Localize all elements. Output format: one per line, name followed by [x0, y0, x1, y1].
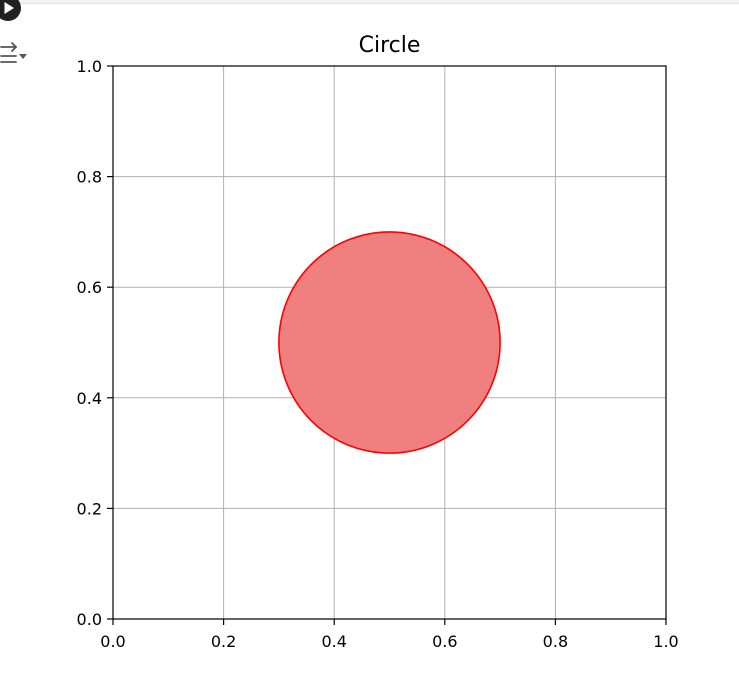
x-tick-label: 0.6 [432, 632, 457, 651]
play-circle-icon[interactable] [0, 0, 23, 23]
x-tick-label: 1.0 [653, 632, 678, 651]
y-tick-label: 0.2 [77, 499, 102, 518]
y-tick-label: 1.0 [77, 57, 102, 76]
y-tick-label: 0.8 [77, 168, 102, 187]
x-tick-label: 0.0 [100, 632, 125, 651]
cell-top-bar [0, 0, 739, 4]
x-tick-label: 0.4 [321, 632, 346, 651]
y-tick-label: 0.0 [77, 610, 102, 629]
x-tick-label: 0.2 [211, 632, 236, 651]
y-tick-label: 0.4 [77, 389, 102, 408]
chart-title: Circle [359, 33, 421, 58]
plot-frame [112, 65, 667, 620]
y-tick-label: 0.6 [77, 278, 102, 297]
output-collapse-icon[interactable] [0, 40, 30, 68]
x-tick-label: 0.8 [543, 632, 568, 651]
circle-patch [278, 231, 501, 454]
